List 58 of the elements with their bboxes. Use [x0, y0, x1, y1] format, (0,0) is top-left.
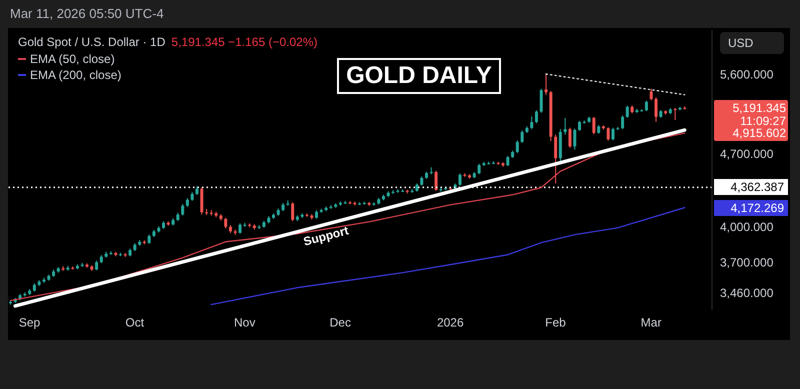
x-tick-label: Dec — [330, 316, 351, 330]
candlestick — [530, 116, 534, 130]
candlestick — [644, 100, 648, 112]
x-tick-label: Sep — [18, 316, 41, 330]
y-tick-label: 4,000.000 — [720, 220, 774, 234]
candlestick — [148, 234, 151, 244]
y-tick-label: 3,700.000 — [720, 255, 774, 270]
x-tick-label: Mar — [640, 316, 662, 330]
y-axis-title: USD — [720, 32, 784, 54]
candlestick — [544, 74, 548, 96]
candlestick — [478, 163, 481, 175]
candlestick — [200, 186, 204, 215]
annotation: 5,191.345 −1.165 (−0.02%) — [171, 35, 318, 49]
text: 4,915.602 — [732, 126, 786, 140]
candlestick — [181, 204, 184, 216]
y-tick-label: 5,600.000 — [720, 67, 774, 82]
annotation: Support — [300, 222, 351, 250]
text: 4,172.269 — [714, 200, 788, 216]
x-tick-label: Oct — [125, 316, 145, 330]
y-tick-label: 4,700.000 — [720, 146, 774, 161]
candlestick — [434, 170, 438, 192]
text: 5,191.345 — [732, 101, 786, 116]
candlestick — [564, 117, 567, 136]
candlestick — [516, 140, 519, 154]
x-tick-label: 2026 — [436, 316, 464, 330]
ref-line-label: 4,362.387 — [714, 179, 788, 196]
legend-label: EMA (50, close) — [30, 51, 115, 67]
candlestick — [224, 217, 228, 229]
candlestick — [458, 172, 462, 186]
candlestick — [95, 260, 98, 271]
y-tick-label: 3,460.000 — [720, 286, 774, 300]
candlestick — [611, 127, 614, 141]
candlestick — [573, 128, 576, 150]
text: Mar 11, 2026 05:50 UTC-4 — [10, 6, 164, 21]
candlestick — [554, 134, 558, 184]
x-tick-label: Nov — [234, 316, 256, 330]
text: 11:09:27 — [739, 114, 786, 128]
candlestick — [654, 96, 658, 122]
candlestick — [540, 88, 543, 114]
x-tick-label: Feb — [545, 316, 566, 330]
candlestick — [592, 116, 596, 135]
candlestick — [506, 155, 510, 167]
candlestick — [520, 130, 524, 144]
candlestick — [606, 126, 610, 142]
line-series — [210, 207, 686, 306]
legend-label: EMA (200, close) — [30, 67, 122, 83]
chart-title: Gold Spot / U.S. Dollar · 1D — [18, 35, 166, 49]
candlestick — [534, 110, 538, 124]
candlestick — [650, 88, 653, 101]
candlestick — [674, 108, 677, 121]
annotation: GOLD DAILY — [337, 58, 501, 94]
candlestick — [238, 222, 242, 234]
candlestick — [568, 127, 572, 148]
candlestick — [420, 176, 424, 186]
candlestick — [578, 120, 582, 132]
candlestick — [291, 202, 294, 222]
candlestick — [621, 115, 624, 130]
candlestick — [626, 105, 629, 118]
